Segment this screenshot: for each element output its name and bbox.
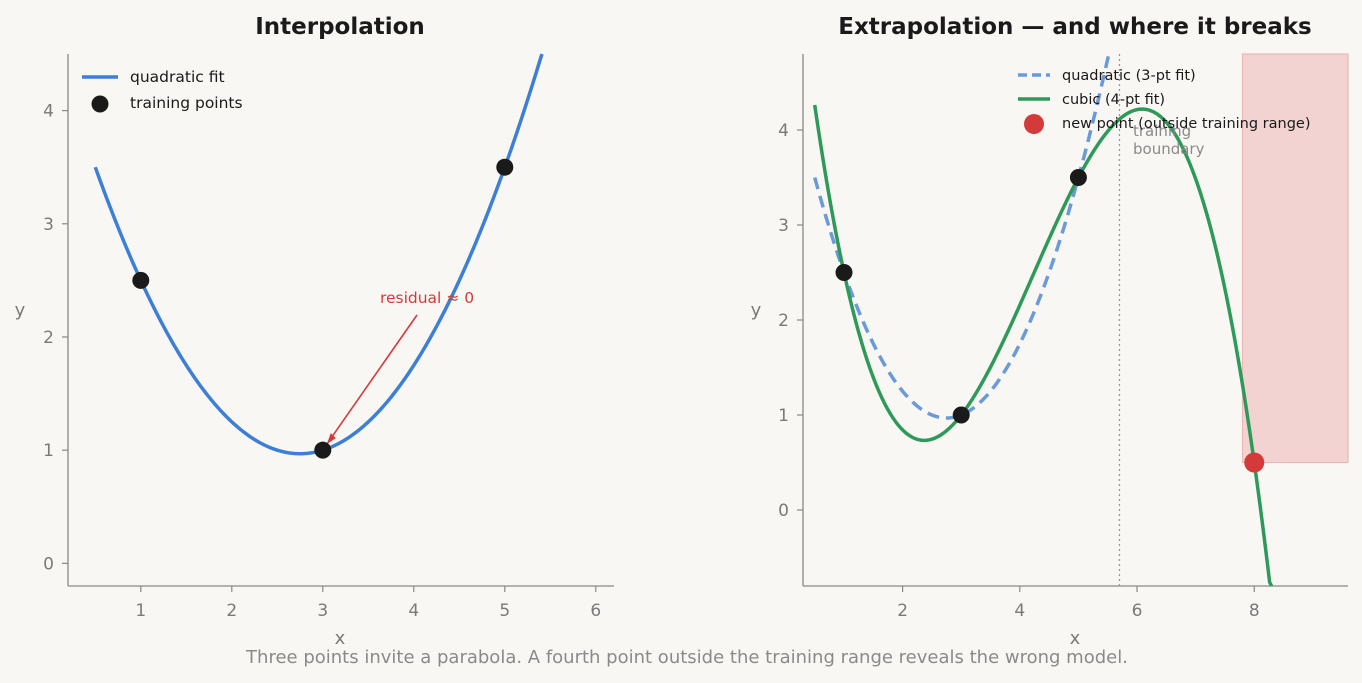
extrapolation-panel: Extrapolation — and where it breaks 2 4 6 8… [751, 14, 1349, 649]
extrap-x-tick-label: 2 [897, 601, 908, 621]
interpolation-ylabel: y [15, 300, 26, 321]
extrapolation-legend: quadratic (3-pt fit) cubic (4-pt fit) ne… [1018, 68, 1311, 134]
interpolation-title: Interpolation [255, 14, 425, 40]
training-point [314, 441, 332, 459]
interp-y-tick-label: 0 [43, 554, 54, 574]
quadratic-3pt-line [813, 53, 1111, 420]
interp-y-tick-label: 3 [43, 215, 54, 235]
legend-cubic-label: cubic (4-pt fit) [1062, 92, 1165, 108]
training-point [835, 264, 853, 281]
legend-quadratic-label: quadratic (3-pt fit) [1062, 68, 1196, 84]
quadratic-fit-line [93, 53, 544, 456]
extrap-y-tick-label: 1 [778, 406, 789, 426]
interp-y-tick-label: 2 [43, 328, 54, 348]
boundary-label-line1: training [1133, 122, 1191, 140]
cubic-4pt-line [812, 104, 1274, 587]
interpolation-panel: Interpolation 1 2 3 4 5 6 0 1 2 3 4 x y quadratic … [15, 14, 614, 649]
extrap-y-tick-label: 3 [778, 216, 789, 236]
interpolation-legend: quadratic fit training points [82, 68, 243, 113]
figure-caption: Three points invite a parabola. A fourth… [245, 647, 1128, 668]
extrap-x-tick-label: 8 [1249, 601, 1260, 621]
interp-x-tick-label: 5 [499, 601, 510, 621]
extrap-x-tick-label: 4 [1014, 601, 1025, 621]
interp-y-tick-label: 4 [43, 102, 54, 122]
interpolation-xlabel: x [335, 628, 346, 649]
training-point [952, 406, 970, 424]
legend-new-point-label: new point (outside training range) [1062, 116, 1311, 132]
training-point [1069, 169, 1087, 186]
extrapolation-xlabel: x [1070, 628, 1081, 649]
residual-arrow [326, 314, 418, 445]
training-point [496, 158, 514, 176]
interp-x-tick-label: 4 [408, 601, 419, 621]
interp-x-tick-label: 6 [590, 601, 601, 621]
residual-arrowhead [326, 433, 336, 445]
legend-training-points-swatch [91, 95, 109, 113]
extrap-y-tick-label: 4 [778, 121, 789, 141]
extrap-x-tick-label: 6 [1132, 601, 1143, 621]
legend-new-point-swatch [1024, 114, 1044, 134]
training-point [132, 271, 150, 289]
boundary-label-line2: boundary [1133, 140, 1205, 158]
legend-quadratic-fit-label: quadratic fit [130, 68, 225, 86]
interp-y-tick-label: 1 [43, 441, 54, 461]
extrapolation-ylabel: y [751, 300, 762, 321]
new-point [1244, 452, 1265, 473]
extrapolation-title: Extrapolation — and where it breaks [838, 14, 1311, 40]
extrap-y-tick-label: 2 [778, 311, 789, 331]
extrap-y-tick-label: 0 [778, 501, 789, 521]
interp-x-tick-label: 2 [226, 601, 237, 621]
interp-x-tick-label: 3 [317, 601, 328, 621]
interp-x-tick-label: 1 [135, 601, 146, 621]
outside-range-region [1241, 53, 1349, 464]
legend-training-points-label: training points [130, 94, 243, 112]
residual-annotation: residual ≈ 0 [380, 289, 474, 307]
